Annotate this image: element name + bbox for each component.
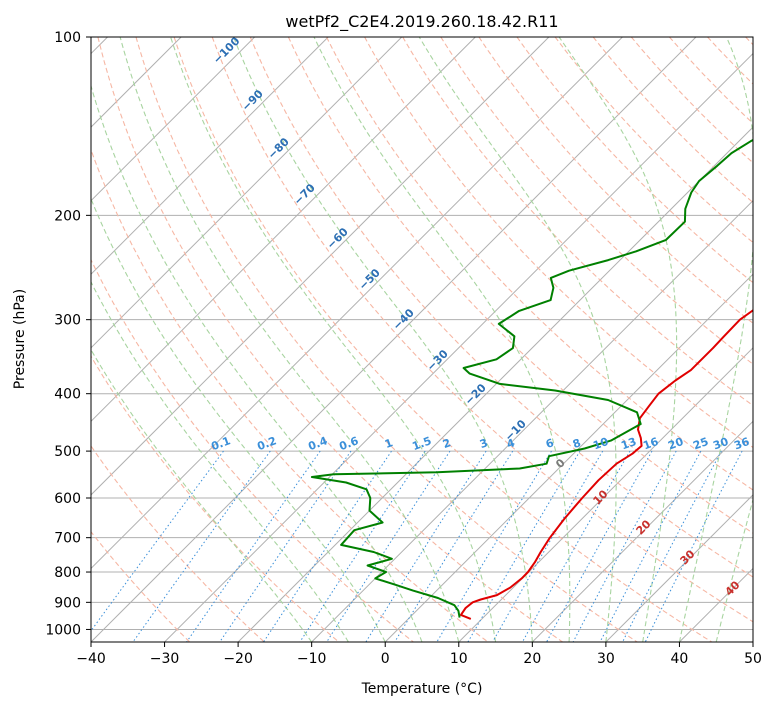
isotherm-line — [531, 420, 753, 642]
mixing-ratio-line — [394, 450, 514, 642]
y-tick-label: 800 — [54, 565, 81, 581]
temperature-profile-line — [459, 309, 753, 620]
mixing-ratio-label: 1.5 — [410, 434, 433, 453]
mixing-ratio-line — [263, 450, 392, 642]
x-tick-label: 40 — [671, 651, 689, 667]
dry-adiabat-line — [402, 37, 753, 407]
x-axis-title: Temperature (°C) — [361, 681, 483, 697]
dewpoint-profile-line — [310, 138, 753, 618]
profile-lines — [310, 138, 753, 620]
dry-adiabat-line — [478, 37, 753, 324]
mixing-ratio-label: 13 — [619, 435, 638, 452]
mixing-ratio-label: 1 — [383, 436, 395, 451]
mixing-ratio-label: 6 — [544, 436, 556, 451]
y-tick-label: 200 — [54, 208, 81, 224]
moist-adiabat-line — [91, 348, 313, 642]
plot-frame — [90, 36, 754, 643]
moist-adiabat-line — [233, 37, 533, 642]
isotherm-line — [458, 347, 753, 642]
isotherm-line — [91, 37, 697, 642]
mixing-ratio-label: 0.4 — [306, 434, 329, 453]
mixing-ratio-line — [219, 450, 352, 642]
moist-adiabat-line — [418, 37, 617, 642]
dry-adiabat-line — [91, 258, 414, 642]
mixing-ratio-line — [492, 450, 604, 642]
moist-adiabat-line — [91, 197, 386, 642]
x-tick-label: 10 — [450, 651, 468, 667]
axes: −40 −30 −20 −10 0 10 20 30 40 5010020030040050060… — [45, 30, 762, 667]
y-tick-label: 700 — [54, 531, 81, 547]
y-tick-label: 500 — [54, 444, 81, 460]
mixing-ratio-label: 16 — [641, 435, 660, 453]
mixing-ratio-line — [572, 450, 677, 642]
isotherm-line — [91, 37, 476, 423]
moist-adiabat-line — [558, 37, 678, 642]
mixing-ratio-label: 25 — [691, 435, 710, 452]
mixing-ratio-label: 0.2 — [255, 434, 278, 453]
isotherm-line — [237, 126, 753, 642]
mixing-ratio-line — [644, 450, 743, 642]
dry-adiabat-line — [440, 37, 753, 365]
y-tick-label: 900 — [54, 595, 81, 611]
x-tick-label: 30 — [597, 651, 615, 667]
dry-adiabat-line — [249, 37, 753, 578]
mixing-ratio-label: 2 — [441, 436, 453, 451]
mixing-ratio-label: 8 — [571, 436, 583, 451]
dry-adiabat-line — [211, 37, 753, 623]
mixing-ratio-line — [186, 450, 321, 642]
mixing-ratio-line — [522, 450, 631, 642]
mixing-ratio-label: 36 — [732, 435, 751, 453]
isotherm-line — [91, 37, 623, 570]
y-tick-label: 300 — [54, 313, 81, 329]
isotherm-line — [91, 37, 550, 496]
y-tick-label: 100 — [54, 30, 81, 46]
x-tick-label: −40 — [76, 651, 106, 667]
mixing-ratio-label: 10 — [591, 435, 610, 453]
dry-adiabat-line — [91, 355, 340, 642]
dry-adiabat-line — [91, 148, 489, 642]
chart-title: wetPf2_C2E4.2019.260.18.42.R11 — [285, 12, 558, 32]
mixing-ratio-line — [599, 450, 702, 642]
dry-adiabat-line — [173, 37, 713, 642]
y-tick-label: 400 — [54, 387, 81, 403]
isotherm-line — [91, 37, 329, 275]
mixing-ratio-label: 4 — [505, 436, 517, 451]
moist-adiabat-line — [313, 37, 571, 642]
isotherm-line — [384, 273, 753, 642]
dry-adiabat-line — [97, 37, 563, 642]
x-tick-label: −30 — [150, 651, 180, 667]
dry-adiabat-line — [135, 37, 638, 642]
moist-adiabat-line — [170, 37, 497, 642]
isotherm-line — [605, 494, 753, 642]
dry-adiabat-line — [91, 445, 265, 642]
x-tick-label: 0 — [381, 651, 390, 667]
mixing-ratio-line — [91, 450, 224, 632]
mixing-ratio-label: 20 — [666, 435, 685, 453]
y-axis-title: Pressure (hPa) — [12, 289, 28, 389]
x-tick-label: 50 — [744, 651, 762, 667]
mixing-ratio-line — [299, 450, 426, 642]
moist-adiabat-line — [678, 37, 753, 642]
dry-adiabat-line — [91, 530, 191, 642]
x-tick-label: −20 — [223, 651, 253, 667]
isotherm-line — [91, 37, 403, 349]
mixing-ratio-line — [546, 450, 653, 642]
mixing-ratio-line — [622, 450, 722, 642]
moist-adiabat-line — [91, 280, 349, 642]
x-tick-label: −10 — [297, 651, 327, 667]
mixing-ratio-label: 0.1 — [209, 434, 232, 453]
moist-adiabat-line — [119, 37, 460, 642]
y-tick-label: 600 — [54, 491, 81, 507]
isotherm-line — [164, 52, 753, 642]
mixing-ratio-label: 3 — [478, 436, 490, 451]
y-tick-label: 1000 — [45, 622, 81, 638]
mixing-ratio-label: 0.6 — [337, 434, 360, 453]
x-tick-label: 20 — [523, 651, 541, 667]
moist-adiabat-line — [715, 497, 753, 642]
dry-adiabat-line — [516, 37, 753, 284]
mixing-ratio-label: 30 — [711, 435, 730, 453]
